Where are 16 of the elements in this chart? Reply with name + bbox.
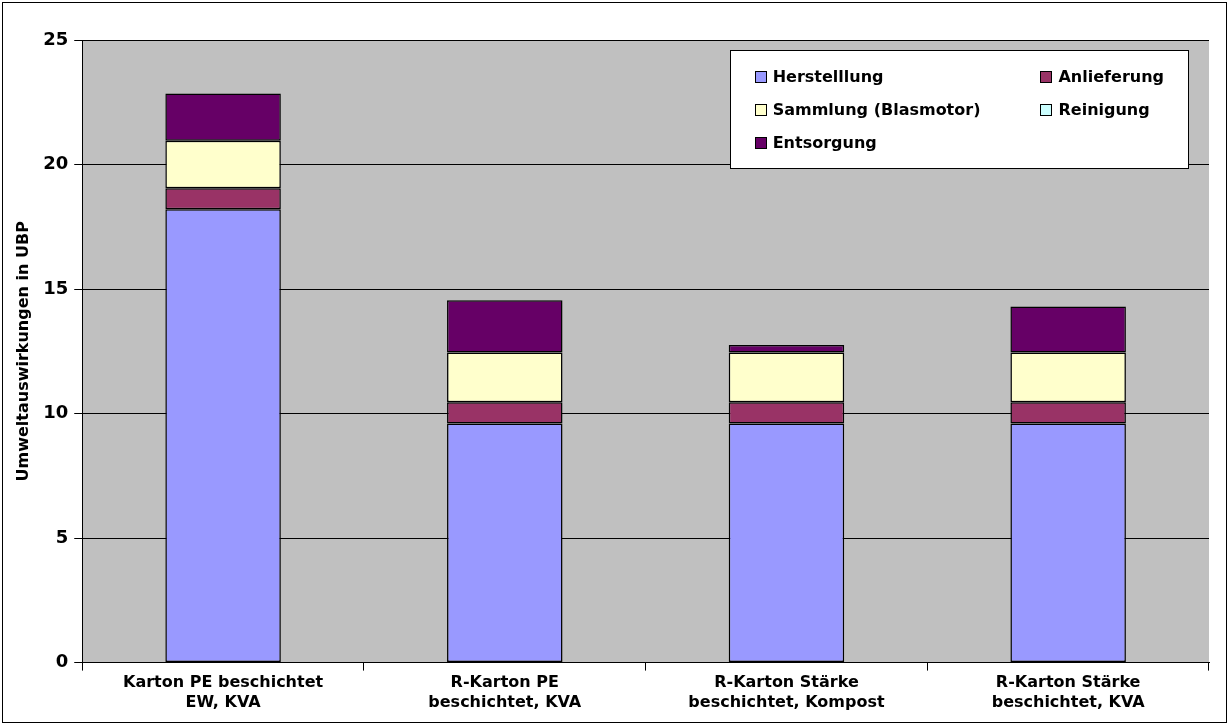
y-tick-label: 0	[55, 650, 69, 672]
x-tick-label: R-Karton Stärke beschichtet, KVA	[991, 672, 1146, 711]
y-axis-title: Umweltauswirkungen in UBP	[12, 220, 32, 482]
legend-label: Herstelllung	[772, 67, 884, 86]
legend-label: Anlieferung	[1058, 67, 1164, 86]
legend-label: Entsorgung	[772, 133, 877, 152]
x-tick-label: Karton PE beschichtet EW, KVA	[123, 672, 324, 711]
y-tick-label: 25	[43, 27, 69, 49]
y-tick-label: 15	[43, 276, 69, 298]
x-tick-label: R-Karton PE beschichtet, KVA	[428, 672, 582, 711]
y-tick-label: 5	[55, 525, 69, 547]
legend-label: Sammlung (Blasmotor)	[772, 100, 981, 119]
x-tick-label: R-Karton Stärke beschichtet, Kompost	[688, 672, 885, 711]
y-tick-label: 10	[43, 401, 69, 423]
y-tick-label: 20	[43, 152, 69, 174]
legend-label: Reinigung	[1058, 100, 1150, 119]
